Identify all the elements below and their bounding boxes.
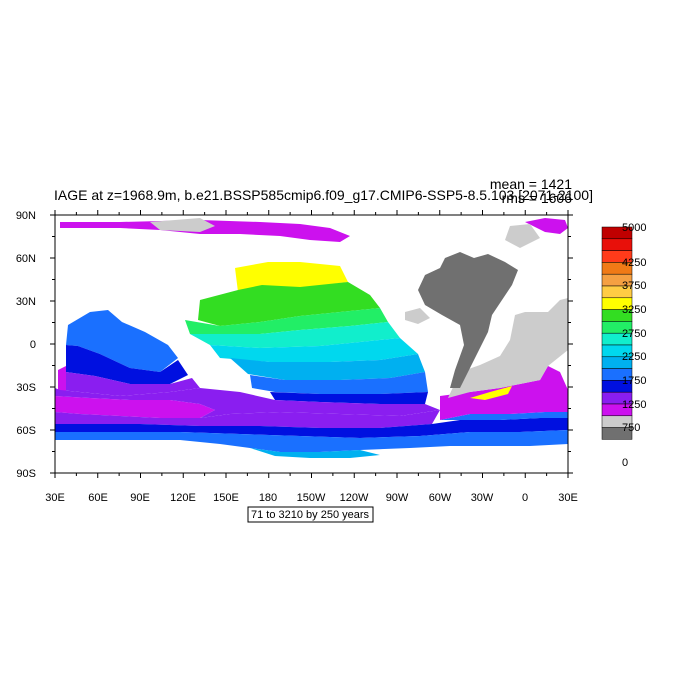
- indian-band-750: [58, 366, 66, 394]
- indian-band-1250: [66, 345, 188, 384]
- lon-label: 150E: [213, 492, 239, 504]
- lat-label: 60N: [16, 253, 36, 265]
- colorbar-labels: 5000 4250 3750 3250 2750 2250 1750 1250 …: [622, 222, 646, 469]
- arctic-magenta-east: [525, 218, 568, 234]
- southern-band-1000: [55, 388, 440, 418]
- colorbar-label: 5000: [622, 222, 646, 234]
- lon-label: 60W: [429, 492, 452, 504]
- lon-label: 0: [522, 492, 528, 504]
- colorbar-swatch: [601, 238, 633, 251]
- pacific-band-2250: [190, 322, 400, 348]
- lat-label: 90N: [16, 210, 36, 222]
- lon-label: 180: [259, 492, 277, 504]
- colorbar-label: 2750: [622, 328, 646, 340]
- lat-label: 60S: [16, 425, 36, 437]
- ocean-fill: [55, 218, 568, 458]
- lon-label: 60E: [88, 492, 108, 504]
- lon-label: 150W: [297, 492, 326, 504]
- colorbar-label: 3250: [622, 304, 646, 316]
- arctic-missing-east: [505, 224, 540, 248]
- pacific-band-2500: [185, 308, 388, 334]
- arctic-magenta: [60, 220, 350, 242]
- arctic-missing: [150, 218, 215, 232]
- pacific-band-1250: [270, 392, 428, 404]
- pacific-band-2750: [198, 282, 380, 326]
- rms-label: rms = 1606: [502, 190, 573, 206]
- southern-band-1750: [250, 448, 380, 458]
- contour-info: 71 to 3210 by 250 years: [251, 509, 370, 521]
- colorbar-label: 4250: [622, 257, 646, 269]
- mean-label: mean = 1421: [490, 176, 572, 192]
- pacific-band-1500: [250, 372, 428, 394]
- colorbar-swatch: [601, 427, 633, 440]
- colorbar-label: 3750: [622, 280, 646, 292]
- pacific-missing: [405, 308, 430, 324]
- contour-info-box: [247, 506, 374, 523]
- lon-label: 120E: [170, 492, 196, 504]
- lon-label: 90E: [130, 492, 150, 504]
- longitude-labels: 30E 60E 90E 120E 150E 180 150W 120W 90W …: [45, 492, 578, 504]
- lon-label: 30E: [45, 492, 65, 504]
- colorbar-label: 2250: [622, 351, 646, 363]
- southern-band-750: [55, 396, 215, 418]
- colorbar-label: 1250: [622, 399, 646, 411]
- tick-marks: [50, 210, 573, 478]
- southern-band-1500: [55, 430, 568, 452]
- colorbar-label: 1750: [622, 375, 646, 387]
- colorbar: [601, 226, 633, 440]
- pacific-band-1750: [230, 354, 425, 380]
- latitude-labels: 90N 60N 30N 0 30S 60S 90S: [16, 210, 36, 480]
- atlantic-zero: [418, 252, 518, 388]
- pacific-band-3000: [235, 262, 348, 292]
- lat-label: 30N: [16, 296, 36, 308]
- lat-label: 0: [30, 339, 36, 351]
- colorbar-label: 0: [622, 457, 628, 469]
- pacific-band-2000: [210, 338, 418, 362]
- indian-band-1000: [60, 372, 200, 396]
- southern-band-1250: [55, 418, 568, 438]
- indian-band-1500: [66, 310, 178, 372]
- map-title: IAGE at z=1968.9m, b.e21.BSSP585cmip6.f0…: [54, 187, 593, 203]
- atlantic-yellow: [470, 386, 512, 400]
- lon-label: 30E: [558, 492, 578, 504]
- lon-label: 90W: [386, 492, 409, 504]
- lat-label: 30S: [16, 382, 36, 394]
- southern-band-1000b: [55, 410, 440, 428]
- atlantic-missing: [448, 298, 568, 398]
- lon-label: 30W: [471, 492, 494, 504]
- lat-label: 90S: [16, 468, 36, 480]
- colorbar-label: 750: [622, 422, 640, 434]
- lon-label: 120W: [340, 492, 369, 504]
